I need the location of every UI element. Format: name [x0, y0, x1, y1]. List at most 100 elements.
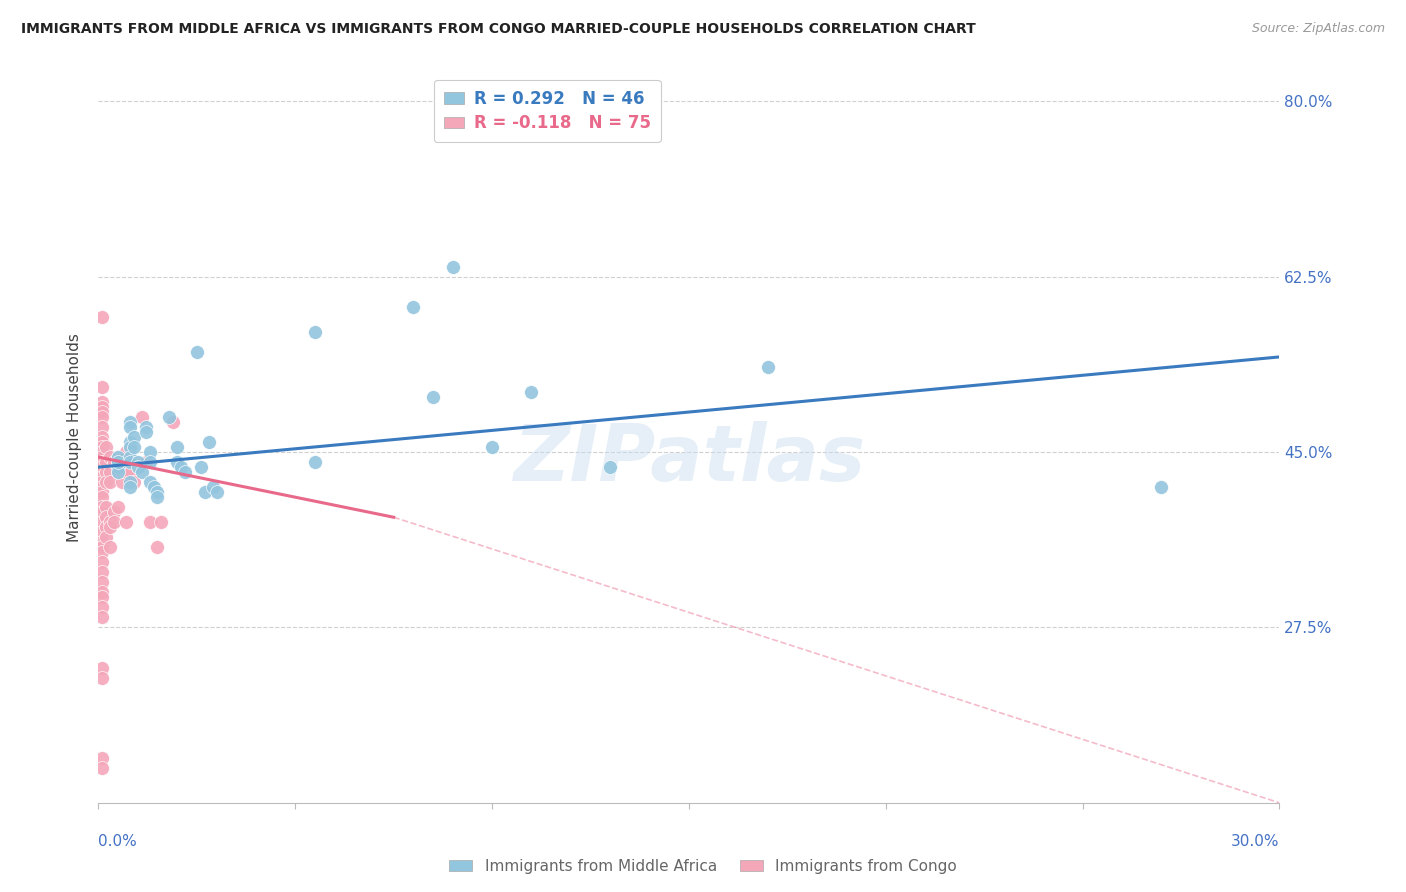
- Point: [107, 450, 129, 464]
- Point: [91, 405, 114, 419]
- Point: [96, 510, 118, 524]
- Legend: Immigrants from Middle Africa, Immigrants from Congo: Immigrants from Middle Africa, Immigrant…: [443, 853, 963, 880]
- Point: [98, 475, 121, 490]
- Point: [91, 750, 114, 764]
- Point: [115, 515, 138, 529]
- Point: [103, 455, 125, 469]
- Point: [190, 460, 212, 475]
- Point: [107, 455, 129, 469]
- Point: [96, 475, 118, 490]
- Point: [103, 515, 125, 529]
- Point: [91, 465, 114, 479]
- Point: [118, 450, 141, 464]
- Point: [91, 500, 114, 515]
- Point: [131, 465, 153, 479]
- Point: [138, 445, 160, 459]
- Point: [98, 450, 121, 464]
- Point: [96, 530, 118, 544]
- Point: [481, 440, 503, 454]
- Point: [111, 475, 134, 490]
- Point: [91, 420, 114, 434]
- Point: [135, 420, 157, 434]
- Point: [157, 410, 180, 425]
- Point: [103, 505, 125, 519]
- Point: [91, 430, 114, 444]
- Point: [122, 455, 145, 469]
- Point: [111, 450, 134, 464]
- Point: [170, 460, 193, 475]
- Point: [146, 541, 169, 555]
- Point: [304, 455, 326, 469]
- Point: [91, 600, 114, 615]
- Point: [127, 460, 149, 475]
- Point: [91, 485, 114, 500]
- Point: [127, 460, 149, 475]
- Point: [118, 415, 141, 429]
- Text: Source: ZipAtlas.com: Source: ZipAtlas.com: [1251, 22, 1385, 36]
- Point: [91, 515, 114, 529]
- Point: [422, 390, 444, 404]
- Point: [107, 500, 129, 515]
- Point: [91, 480, 114, 494]
- Point: [127, 455, 149, 469]
- Point: [91, 591, 114, 605]
- Point: [91, 470, 114, 484]
- Point: [96, 500, 118, 515]
- Point: [122, 430, 145, 444]
- Point: [115, 465, 138, 479]
- Text: IMMIGRANTS FROM MIDDLE AFRICA VS IMMIGRANTS FROM CONGO MARRIED-COUPLE HOUSEHOLDS: IMMIGRANTS FROM MIDDLE AFRICA VS IMMIGRA…: [21, 22, 976, 37]
- Point: [201, 480, 224, 494]
- Point: [91, 610, 114, 624]
- Point: [91, 460, 114, 475]
- Point: [107, 465, 129, 479]
- Point: [107, 465, 129, 479]
- Point: [115, 445, 138, 459]
- Point: [118, 440, 141, 454]
- Point: [96, 520, 118, 534]
- Point: [91, 541, 114, 555]
- Point: [91, 310, 114, 324]
- Point: [91, 545, 114, 559]
- Text: ZIPatlas: ZIPatlas: [513, 421, 865, 497]
- Point: [150, 515, 173, 529]
- Point: [166, 440, 188, 454]
- Point: [138, 455, 160, 469]
- Point: [194, 485, 217, 500]
- Point: [91, 450, 114, 464]
- Point: [122, 440, 145, 454]
- Point: [91, 761, 114, 775]
- Point: [138, 475, 160, 490]
- Point: [138, 515, 160, 529]
- Point: [91, 671, 114, 685]
- Point: [118, 435, 141, 450]
- Point: [98, 541, 121, 555]
- Point: [111, 465, 134, 479]
- Point: [135, 425, 157, 439]
- Point: [91, 410, 114, 425]
- Legend: R = 0.292   N = 46, R = -0.118   N = 75: R = 0.292 N = 46, R = -0.118 N = 75: [433, 79, 661, 143]
- Point: [599, 460, 621, 475]
- Point: [98, 465, 121, 479]
- Point: [98, 520, 121, 534]
- Point: [118, 480, 141, 494]
- Point: [756, 359, 779, 374]
- Point: [96, 440, 118, 454]
- Point: [166, 455, 188, 469]
- Text: 0.0%: 0.0%: [98, 834, 138, 849]
- Point: [441, 260, 464, 274]
- Point: [118, 440, 141, 454]
- Point: [98, 515, 121, 529]
- Point: [91, 380, 114, 394]
- Point: [520, 384, 543, 399]
- Point: [91, 475, 114, 490]
- Point: [91, 660, 114, 674]
- Point: [162, 415, 184, 429]
- Point: [91, 400, 114, 414]
- Point: [96, 465, 118, 479]
- Point: [122, 475, 145, 490]
- Point: [118, 465, 141, 479]
- Point: [91, 455, 114, 469]
- Point: [91, 435, 114, 450]
- Point: [304, 325, 326, 339]
- Point: [91, 440, 114, 454]
